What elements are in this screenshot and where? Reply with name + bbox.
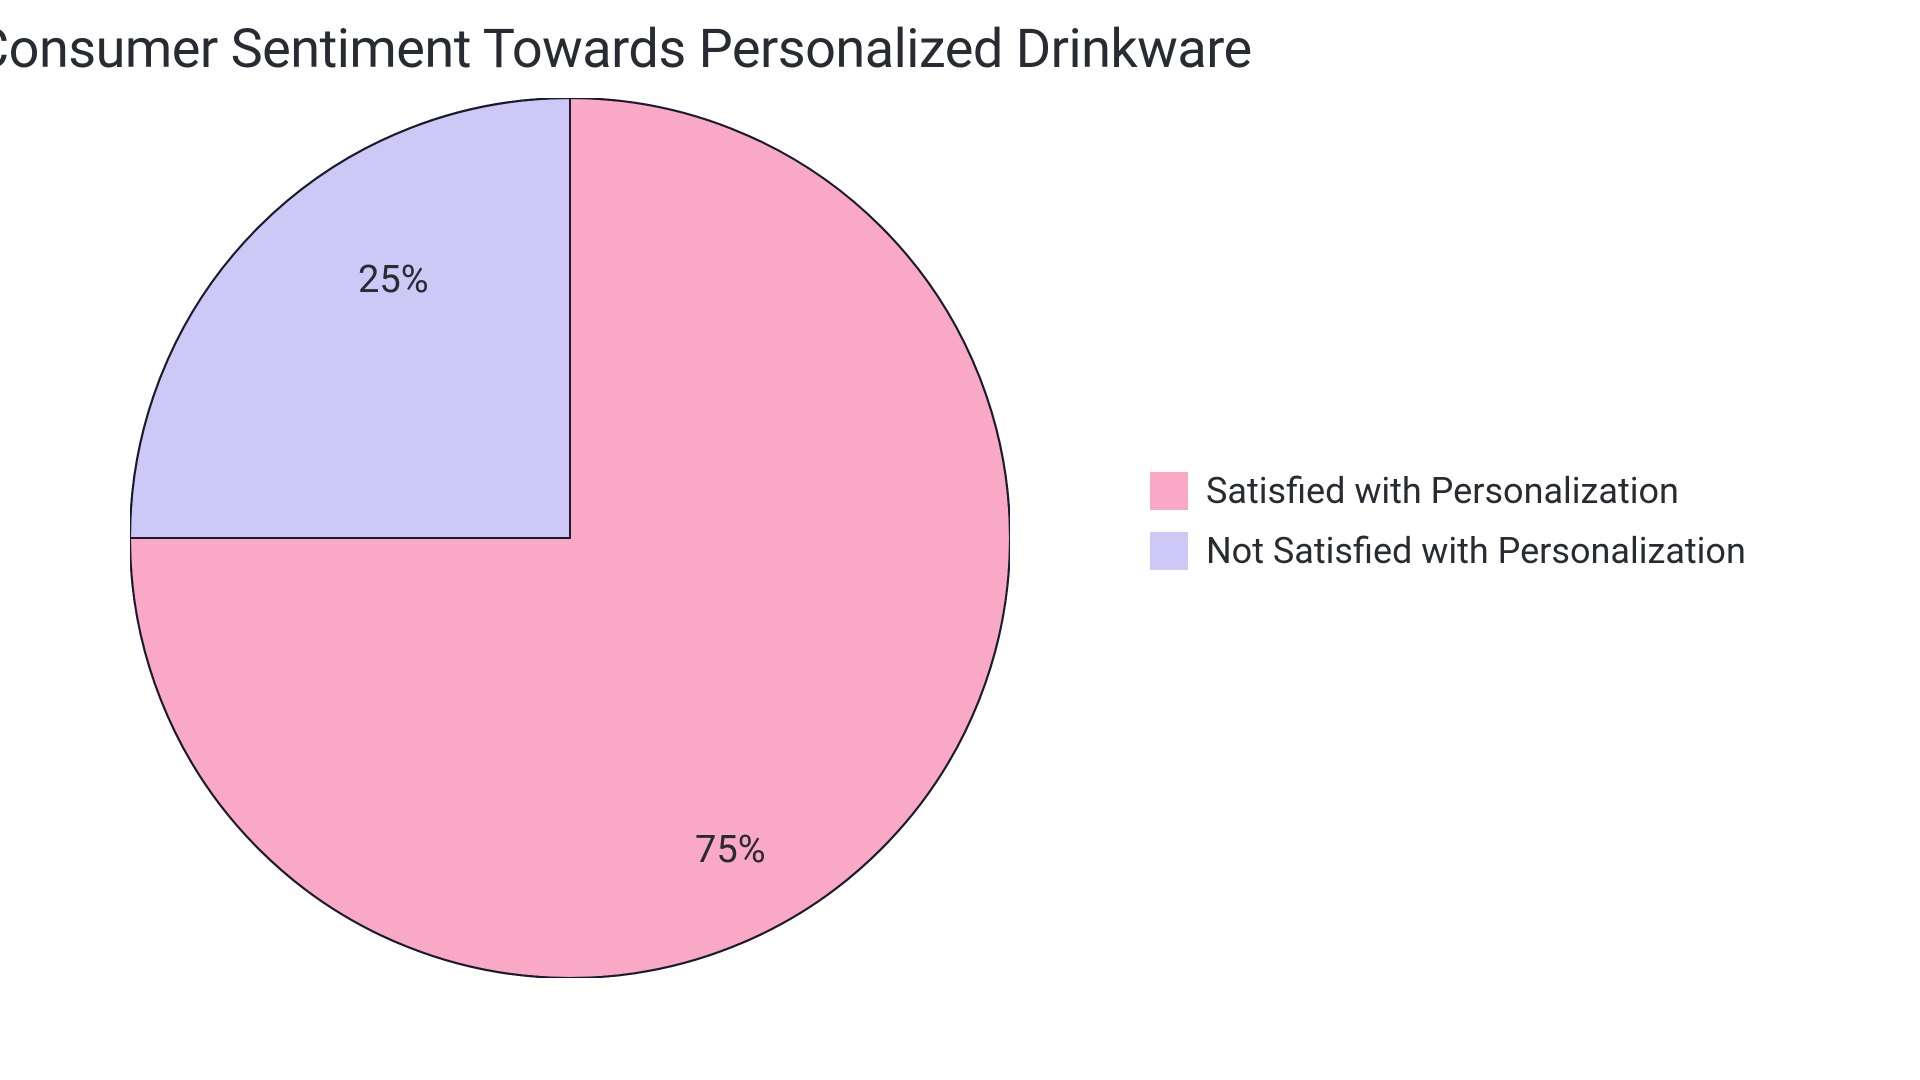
slice-label-satisfied: 75%: [695, 828, 766, 872]
legend-label-satisfied: Satisfied with Personalization: [1206, 470, 1679, 512]
legend-item-satisfied: Satisfied with Personalization: [1150, 470, 1746, 512]
legend-label-not-satisfied: Not Satisfied with Personalization: [1206, 530, 1746, 572]
slice-label-not-satisfied: 25%: [358, 258, 429, 302]
legend-swatch-satisfied: [1150, 472, 1188, 510]
pie-slice: [130, 98, 570, 538]
chart-container: Consumer Sentiment Towards Personalized …: [0, 0, 1920, 1080]
chart-title: Consumer Sentiment Towards Personalized …: [0, 18, 1252, 81]
pie-chart: 75% 25%: [130, 98, 1010, 978]
legend-item-not-satisfied: Not Satisfied with Personalization: [1150, 530, 1746, 572]
legend: Satisfied with Personalization Not Satis…: [1150, 470, 1746, 572]
pie-svg: [130, 98, 1010, 978]
legend-swatch-not-satisfied: [1150, 532, 1188, 570]
